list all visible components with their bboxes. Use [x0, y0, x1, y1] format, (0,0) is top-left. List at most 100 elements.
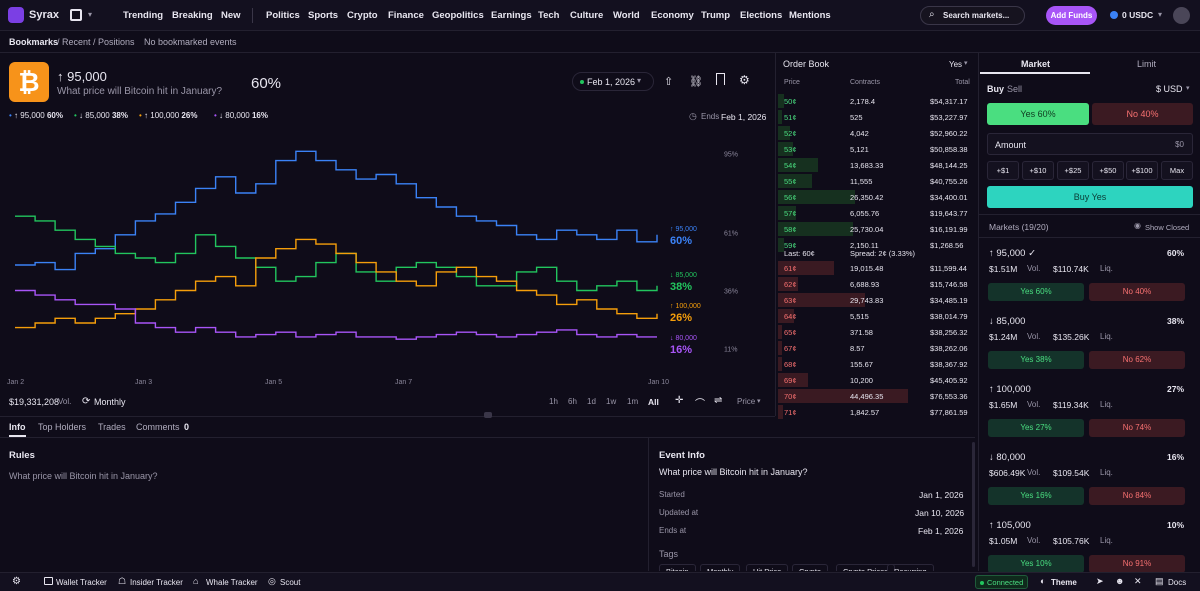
chevron-down-icon[interactable]: ▾ — [1186, 85, 1190, 92]
nav-trump[interactable]: Trump — [701, 10, 731, 21]
market-yes-button[interactable]: Yes 27% — [988, 419, 1084, 437]
tab-info[interactable]: Info — [9, 422, 26, 432]
ask-row[interactable]: 51¢ 525 $53,227.97 — [778, 109, 973, 125]
brand-name[interactable]: Syrax — [29, 9, 59, 21]
market-item[interactable]: ↑ 95,000 ✓ 60% $1.51M Vol. $110.74K Liq. Yes 6… — [979, 245, 1200, 307]
ask-row[interactable]: 56¢ 26,350.42 $34,400.01 — [778, 189, 973, 205]
chevron-down-icon[interactable]: ▾ — [88, 10, 93, 19]
nav-finance[interactable]: Finance — [388, 10, 424, 21]
nav-sports[interactable]: Sports — [308, 10, 339, 21]
nav-crypto[interactable]: Crypto — [347, 10, 378, 21]
orderbook-side-selector[interactable]: Yes — [949, 60, 963, 69]
nav-politics[interactable]: Politics — [266, 10, 300, 21]
currency-selector[interactable]: $ USD — [1156, 84, 1183, 94]
buy-no-option[interactable]: No 40% — [1092, 103, 1193, 125]
footer-docs[interactable]: Docs — [1168, 578, 1187, 587]
nav-breaking[interactable]: Breaking — [172, 10, 213, 21]
search-input[interactable]: ⌕ Search markets... — [920, 6, 1025, 25]
gear-icon[interactable]: ⚙ — [739, 73, 750, 87]
bid-row[interactable]: 69¢ 10,200 $45,405.92 — [778, 372, 973, 388]
market-yes-button[interactable]: Yes 38% — [988, 351, 1084, 369]
market-item[interactable]: ↑ 100,000 27% $1.65M Vol. $119.34K Liq. Yes 27… — [979, 381, 1200, 443]
x-icon[interactable]: ✕ — [1134, 576, 1142, 586]
bid-row[interactable]: 65¢ 371.58 $38,256.32 — [778, 324, 973, 340]
bid-row[interactable]: 68¢ 155.67 $38,367.92 — [778, 356, 973, 372]
quick-amount-25[interactable]: +$25 — [1057, 161, 1089, 180]
nav-culture[interactable]: Culture — [570, 10, 604, 21]
nav-tech[interactable]: Tech — [538, 10, 560, 21]
chevron-down-icon[interactable]: ▾ — [1158, 10, 1163, 19]
quick-amount-1[interactable]: +$1 — [987, 161, 1019, 180]
market-yes-button[interactable]: Yes 60% — [988, 283, 1084, 301]
market-item[interactable]: ↓ 85,000 38% $1.24M Vol. $135.26K Liq. Yes 38%… — [979, 313, 1200, 375]
nav-world[interactable]: World — [613, 10, 640, 21]
tag[interactable]: Crypto Prices — [836, 564, 896, 571]
discord-icon[interactable]: ☻ — [1115, 576, 1125, 586]
nav-geopolitics[interactable]: Geopolitics — [432, 10, 484, 21]
bid-row[interactable]: 63¢ 29,743.83 $34,485.19 — [778, 292, 973, 308]
theme-toggle[interactable]: Theme — [1051, 578, 1077, 587]
market-item[interactable]: ↑ 105,000 10% $1.05M Vol. $105.76K Liq. Yes 10… — [979, 517, 1200, 579]
range-1d[interactable]: 1d — [587, 397, 596, 406]
tag[interactable]: Monthly — [700, 564, 741, 571]
market-no-button[interactable]: No 74% — [1089, 419, 1185, 437]
market-yes-button[interactable]: Yes 10% — [988, 555, 1084, 573]
nav-trending[interactable]: Trending — [123, 10, 164, 21]
chevron-down-icon[interactable]: ▾ — [757, 398, 761, 405]
ask-row[interactable]: 55¢ 11,555 $40,755.26 — [778, 173, 973, 189]
tab-trades[interactable]: Trades — [98, 422, 126, 432]
sell-toggle[interactable]: Sell — [1007, 84, 1023, 94]
price-chart[interactable]: 95% 61% 36% 11% Jan 2 Jan 3 Jan 5 Jan 7 Jan 10 ↑ … — [0, 130, 772, 390]
market-no-button[interactable]: No 40% — [1089, 283, 1185, 301]
range-6h[interactable]: 6h — [568, 397, 577, 406]
market-no-button[interactable]: No 91% — [1089, 555, 1185, 573]
nav-mentions[interactable]: Mentions — [789, 10, 831, 21]
tag[interactable]: Crypto — [792, 564, 829, 571]
market-item[interactable]: ↓ 80,000 16% $606.49K Vol. $109.54K Liq. Yes 1… — [979, 449, 1200, 511]
chevron-down-icon[interactable]: ▾ — [964, 60, 968, 67]
quick-amount-100[interactable]: +$100 — [1126, 161, 1158, 180]
buy-toggle[interactable]: Buy — [987, 84, 1005, 94]
ask-row[interactable]: 52¢ 4,042 $52,960.22 — [778, 125, 973, 141]
crosshair-icon[interactable]: ✛ — [675, 395, 684, 406]
ask-row[interactable]: 57¢ 6,055.76 $19,643.77 — [778, 205, 973, 221]
resize-handle-icon[interactable] — [484, 412, 492, 418]
avatar[interactable] — [1173, 7, 1190, 24]
range-1h[interactable]: 1h — [549, 397, 558, 406]
price-selector[interactable]: Price — [737, 397, 756, 406]
footer-scout[interactable]: Scout — [280, 578, 301, 587]
range-1m[interactable]: 1m — [627, 397, 639, 406]
bid-row[interactable]: 67¢ 8.57 $38,262.06 — [778, 340, 973, 356]
buy-yes-submit-button[interactable]: Buy Yes — [987, 186, 1193, 208]
tab-limit[interactable]: Limit — [1137, 59, 1157, 69]
quick-amount-50[interactable]: +$50 — [1092, 161, 1124, 180]
nav-earnings[interactable]: Earnings — [491, 10, 532, 21]
draw-icon[interactable]: ⌒ — [695, 399, 705, 410]
range-all[interactable]: All — [648, 397, 659, 407]
ask-row[interactable]: 58¢ 25,730.04 $16,191.99 — [778, 221, 973, 237]
tab-top-holders[interactable]: Top Holders — [38, 422, 87, 432]
bid-row[interactable]: 70¢ 44,496.35 $76,553.36 — [778, 388, 973, 404]
tag[interactable]: Bitcoin — [659, 564, 696, 571]
ask-row[interactable]: 50¢ 2,178.4 $54,317.17 — [778, 93, 973, 109]
bid-row[interactable]: 64¢ 5,515 $38,014.79 — [778, 308, 973, 324]
ask-row[interactable]: 54¢ 13,683.33 $48,144.25 — [778, 157, 973, 173]
recent-positions-link[interactable]: / Recent / Positions — [57, 37, 135, 47]
buy-yes-option[interactable]: Yes 60% — [987, 103, 1089, 125]
syrax-logo-icon[interactable] — [8, 7, 24, 23]
footer-whale-tracker[interactable]: Whale Tracker — [206, 578, 258, 587]
period-selector[interactable]: Monthly — [94, 397, 126, 407]
nav-new[interactable]: New — [221, 10, 241, 21]
tag[interactable]: Recurring — [887, 564, 934, 571]
quick-amount-max[interactable]: Max — [1161, 161, 1193, 180]
footer-insider-tracker[interactable]: Insider Tracker — [130, 578, 183, 587]
date-selector[interactable]: Feb 1, 2026 ▾ — [572, 72, 654, 91]
balance[interactable]: 0 USDC — [1122, 10, 1154, 20]
bid-row[interactable]: 62¢ 6,688.93 $15,746.58 — [778, 276, 973, 292]
nav-elections[interactable]: Elections — [740, 10, 783, 21]
market-no-button[interactable]: No 84% — [1089, 487, 1185, 505]
gear-icon[interactable]: ⚙ — [12, 576, 21, 587]
line-style-icon[interactable]: ⇌ — [714, 395, 723, 406]
tab-market[interactable]: Market — [1021, 59, 1051, 69]
quick-amount-10[interactable]: +$10 — [1022, 161, 1054, 180]
